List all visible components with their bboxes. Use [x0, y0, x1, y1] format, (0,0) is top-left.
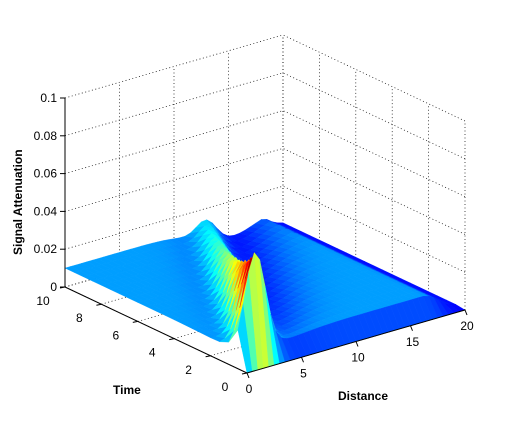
wall-grid-line — [64, 148, 284, 212]
wall-grid-line — [64, 110, 284, 174]
y-tick-label: 2 — [185, 363, 192, 377]
y-tick-label: 4 — [149, 346, 156, 360]
wall-grid-line — [282, 72, 466, 160]
wall-grid-line — [282, 148, 466, 235]
x-tick-label: 0 — [246, 382, 253, 396]
y-tick-mark — [169, 338, 175, 341]
x-tick-label: 10 — [351, 351, 365, 365]
x-tick-label: 20 — [460, 319, 474, 333]
y-axis-line — [64, 286, 248, 374]
x-tick-mark — [410, 325, 413, 331]
z-tick-label: 0.1 — [40, 91, 57, 105]
y-tick-mark — [205, 355, 211, 358]
z-tick-label: 0.04 — [34, 204, 58, 218]
x-tick-mark — [301, 357, 304, 363]
x-tick-mark — [246, 372, 250, 379]
wall-grid-line — [64, 185, 284, 250]
y-tick-label: 10 — [36, 294, 50, 308]
z-tick-label: 0.08 — [34, 129, 58, 143]
y-tick-mark — [241, 372, 248, 375]
axis-layer — [59, 97, 468, 379]
y-tick-mark — [132, 320, 138, 323]
x-tick-mark — [464, 309, 468, 316]
z-tick-label: 0.02 — [34, 242, 58, 256]
x-axis-label: Distance — [338, 389, 388, 403]
wall-grid-line — [64, 34, 284, 99]
wall-grid-line — [64, 72, 284, 137]
x-tick-label: 15 — [406, 335, 420, 349]
y-tick-mark — [96, 303, 102, 306]
wall-grid-line — [282, 34, 466, 122]
y-tick-label: 6 — [112, 328, 119, 342]
wall-grid-line — [282, 110, 466, 197]
z-tick-label: 0 — [50, 280, 57, 294]
z-tick-label: 0.06 — [34, 167, 58, 181]
z-axis-label: Signal Attenuation — [11, 149, 25, 255]
y-tick-label: 0 — [222, 380, 229, 394]
surface-layer — [64, 219, 466, 374]
x-tick-mark — [355, 341, 359, 347]
y-tick-label: 8 — [76, 311, 83, 325]
y-axis-label: Time — [113, 383, 141, 397]
x-tick-label: 5 — [300, 366, 307, 380]
